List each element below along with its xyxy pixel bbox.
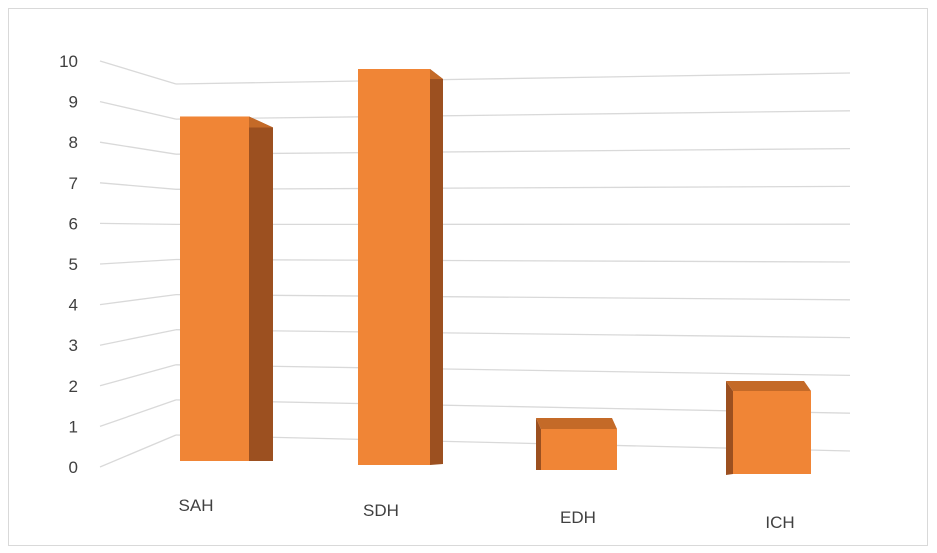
gridline-side-3 [99, 329, 177, 346]
gridlines [99, 60, 851, 468]
gridline-back-2 [175, 364, 851, 377]
y-tick-label: 7 [69, 174, 78, 193]
bar-sdh [358, 69, 443, 465]
gridline-side-9 [99, 100, 177, 120]
y-tick-label: 10 [59, 52, 78, 71]
y-tick-label: 9 [69, 93, 78, 112]
bar-side [536, 418, 541, 470]
bar-edh [536, 418, 617, 470]
x-category-label: ICH [765, 513, 794, 532]
gridline-side-4 [99, 293, 177, 306]
bar-ich [726, 381, 811, 475]
y-axis: 0 1 2 3 4 5 6 7 8 9 10 [59, 52, 78, 477]
bar-side [726, 381, 733, 475]
bar-front [733, 391, 811, 474]
gridline-back-9 [175, 110, 851, 120]
bar-front [541, 429, 617, 470]
bar-sah [180, 116, 273, 461]
y-tick-label: 4 [69, 296, 78, 315]
gridline-side-6 [99, 222, 177, 226]
gridline-back-7 [175, 185, 851, 190]
gridline-side-1 [99, 399, 177, 428]
bar-side [430, 69, 443, 465]
bar-top [536, 418, 617, 429]
gridline-back-3 [175, 329, 851, 339]
y-tick-label: 6 [69, 214, 78, 233]
bar-front [358, 69, 430, 465]
x-category-label: SDH [363, 501, 399, 520]
gridline-side-5 [99, 258, 177, 265]
gridline-back-5 [175, 258, 851, 263]
gridline-back-10 [175, 72, 851, 85]
gridline-side-0 [99, 434, 177, 468]
gridline-side-10 [99, 60, 177, 85]
x-category-label: SAH [179, 496, 214, 515]
bar-side [249, 116, 273, 461]
y-tick-label: 3 [69, 336, 78, 355]
bar-top [726, 381, 811, 391]
y-tick-label: 1 [69, 417, 78, 436]
x-category-label: EDH [560, 508, 596, 527]
y-tick-label: 2 [69, 377, 78, 396]
gridline-back-8 [175, 147, 851, 155]
x-axis: SAH SDH EDH ICH [179, 496, 795, 532]
y-tick-label: 8 [69, 133, 78, 152]
gridline-side-7 [99, 182, 177, 190]
bar-front [180, 116, 249, 461]
y-tick-label: 5 [69, 255, 78, 274]
y-tick-label: 0 [69, 458, 78, 477]
gridline-side-2 [99, 364, 177, 387]
gridline-side-8 [99, 141, 177, 155]
gridline-back-4 [175, 293, 851, 301]
bars [180, 69, 811, 475]
